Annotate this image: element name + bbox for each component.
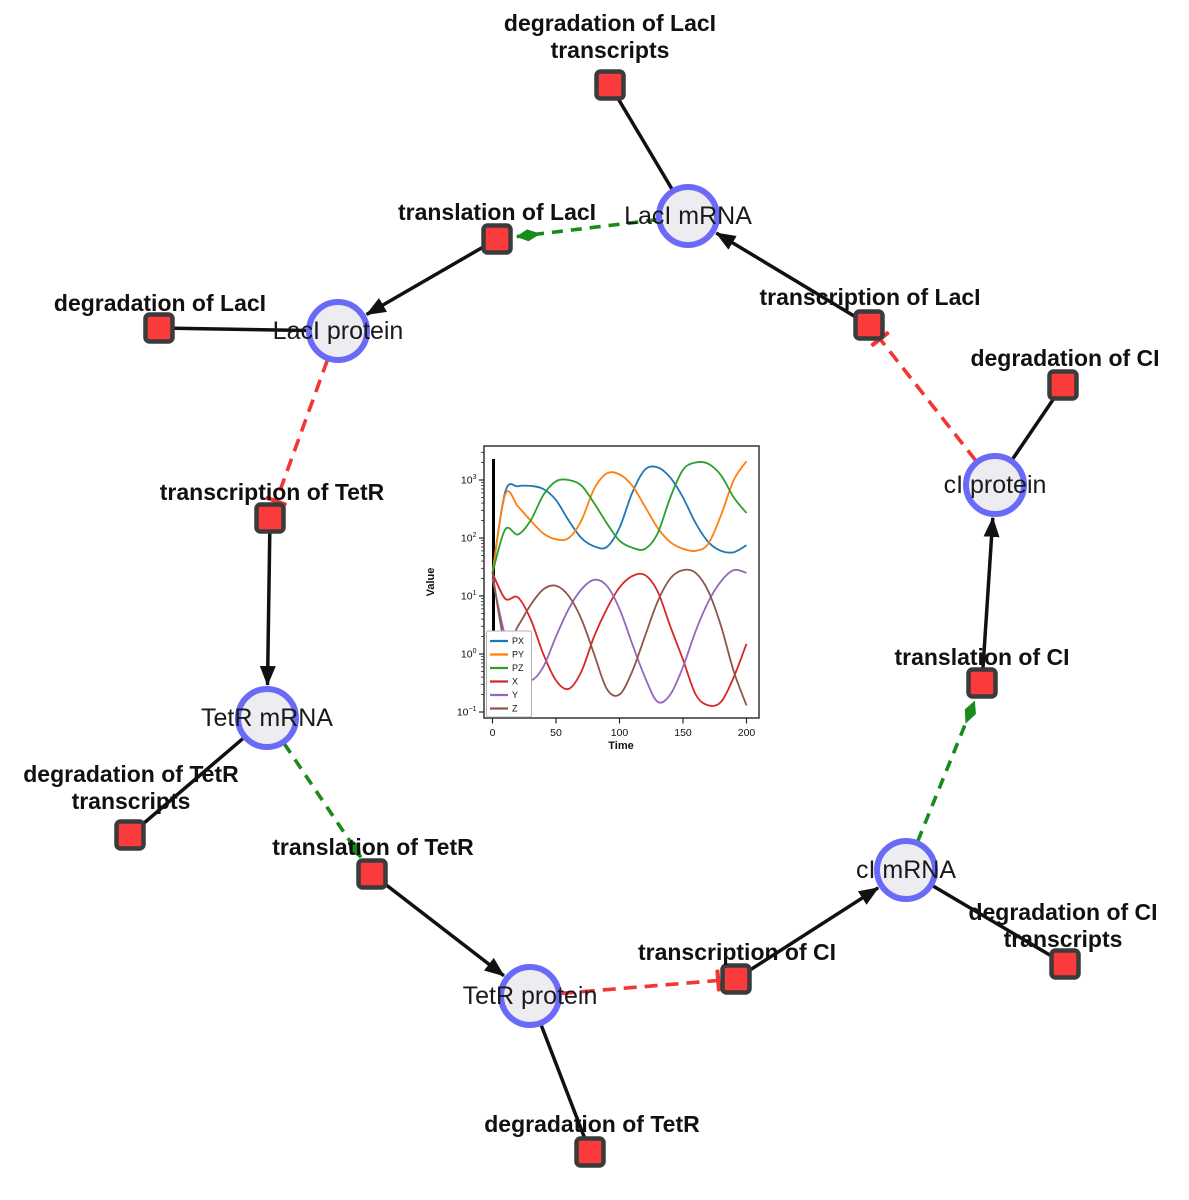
edge-laci-protein-inhibits-transcription-tetr: [265, 359, 330, 507]
reaction-node-degradation-of-laci: [143, 312, 175, 344]
reaction-label-degradation-of-ci-transcripts-line2: transcripts: [1004, 926, 1123, 952]
reaction-label-degradation-of-laci-transcripts-line1: degradation of LacI: [504, 10, 716, 36]
inset-chart: 0 50 100 150 200 10−1 100 101 102 103 PX PY PZ XYZ T…: [425, 445, 760, 752]
reaction-node-translation-of-laci: [481, 223, 513, 255]
legend-label-PY: PY: [512, 650, 524, 660]
edge-transcription-laci-to-laci-mrna: [715, 231, 870, 327]
edge-transcription-tetr-to-tetr-mrna: [259, 517, 276, 686]
chart-legend: PX PY PZ XYZ: [486, 630, 532, 718]
x-tick-label: 100: [611, 727, 629, 739]
reaction-label-degradation-of-ci: degradation of CI: [970, 345, 1159, 371]
y-tick-label: 103: [461, 474, 477, 487]
reaction-node-transcription-of-laci: [853, 309, 885, 341]
reaction-node-degradation-of-tetr: [574, 1136, 606, 1168]
legend-label-Y: Y: [512, 690, 518, 700]
species-node-tetr-mrna: [235, 686, 299, 750]
labels: LacI mRNA LacI protein TetR mRNA TetR pr…: [23, 10, 1159, 1137]
species-node-tetr-protein: [498, 964, 562, 1028]
y-tick-label: 102: [461, 532, 477, 545]
edges: [128, 84, 1066, 1153]
species-label-laci-protein: LacI protein: [273, 317, 404, 345]
edge-translation-ci-to-ci-protein: [980, 516, 1000, 684]
reaction-label-degradation-of-tetr-transcripts-line1: degradation of TetR: [23, 761, 239, 787]
reaction-label-degradation-of-tetr-transcripts-line2: transcripts: [72, 788, 191, 814]
x-tick-label: 150: [674, 727, 692, 739]
reaction-label-transcription-of-laci: transcription of LacI: [759, 284, 980, 310]
x-tick-label: 200: [738, 727, 756, 739]
reaction-label-translation-of-ci: translation of CI: [894, 644, 1069, 670]
chart-series-Z: [491, 568, 748, 706]
chart-series-PY: [491, 460, 748, 574]
edge-transcription-ci-to-ci-mrna: [735, 886, 880, 981]
y-tick-label: 101: [461, 590, 477, 603]
species-label-tetr-protein: TetR protein: [463, 982, 598, 1010]
reaction-label-translation-of-laci: translation of LacI: [398, 199, 596, 225]
reaction-node-transcription-of-ci: [720, 963, 752, 995]
reaction-node-degradation-of-ci: [1047, 369, 1079, 401]
legend-box: [486, 630, 532, 718]
species-node-laci-mrna: [656, 184, 720, 248]
reaction-label-degradation-of-laci-transcripts-line2: transcripts: [551, 37, 670, 63]
chart-series-X: [491, 572, 748, 707]
chart-ticks: 0 50 100 150 200 10−1 100 101 102 103: [457, 451, 756, 739]
legend-label-PZ: PZ: [512, 663, 524, 673]
reaction-node-degradation-of-tetr-transcripts: [114, 819, 146, 851]
legend-label-X: X: [512, 677, 518, 687]
reaction-node-transcription-of-tetr: [254, 502, 286, 534]
chart-curves: [491, 459, 748, 717]
edge-translation-tetr-to-tetr-protein: [370, 872, 505, 978]
reaction-nodes: [114, 69, 1081, 1168]
reaction-label-translation-of-tetr: translation of TetR: [272, 834, 474, 860]
edge-ci-protein-inhibits-transcription-laci: [870, 331, 978, 462]
reaction-label-transcription-of-ci: transcription of CI: [638, 939, 836, 965]
species-nodes: [235, 184, 1027, 1028]
species-label-tetr-mrna: TetR mRNA: [201, 704, 333, 732]
species-label-laci-mrna: LacI mRNA: [624, 202, 752, 230]
legend-label-Z: Z: [512, 704, 518, 714]
edge-ci-mrna-activates-translation-ci: [916, 700, 977, 842]
edge-tetr-mrna-activates-translation-tetr: [282, 742, 363, 859]
species-node-ci-mrna: [874, 838, 938, 902]
y-tick-label: 100: [461, 648, 477, 661]
x-tick-label: 0: [490, 727, 496, 739]
chart-x-axis-label: Time: [608, 740, 633, 752]
reaction-node-degradation-of-laci-transcripts: [594, 69, 626, 101]
reaction-node-degradation-of-ci-transcripts: [1049, 948, 1081, 980]
species-label-ci-mrna: cI mRNA: [856, 856, 956, 884]
edge-laci-mrna-activates-translation-laci: [515, 217, 658, 242]
chart-series-Y: [491, 568, 747, 704]
x-tick-label: 50: [550, 727, 562, 739]
reaction-node-translation-of-tetr: [356, 858, 388, 890]
edge-translation-laci-to-laci-protein: [365, 237, 498, 317]
species-node-laci-protein: [306, 299, 370, 363]
y-tick-label: 10−1: [457, 706, 477, 719]
reaction-label-degradation-of-tetr: degradation of TetR: [484, 1111, 700, 1137]
chart-y-axis-label: Value: [425, 568, 437, 597]
chart-axes-box: [483, 445, 760, 719]
reaction-node-translation-of-ci: [966, 667, 998, 699]
reaction-label-degradation-of-laci: degradation of LacI: [54, 290, 266, 316]
species-node-ci-protein: [963, 453, 1027, 517]
species-label-ci-protein: cI protein: [944, 471, 1047, 499]
chart-series-PZ: [491, 461, 748, 574]
chart-series-PX: [491, 465, 747, 574]
reaction-label-degradation-of-ci-transcripts-line1: degradation of CI: [968, 899, 1157, 925]
legend-label-PX: PX: [512, 636, 524, 646]
edge-tetr-protein-inhibits-transcription-ci: [560, 969, 722, 996]
reaction-label-transcription-of-tetr: transcription of TetR: [160, 479, 385, 505]
